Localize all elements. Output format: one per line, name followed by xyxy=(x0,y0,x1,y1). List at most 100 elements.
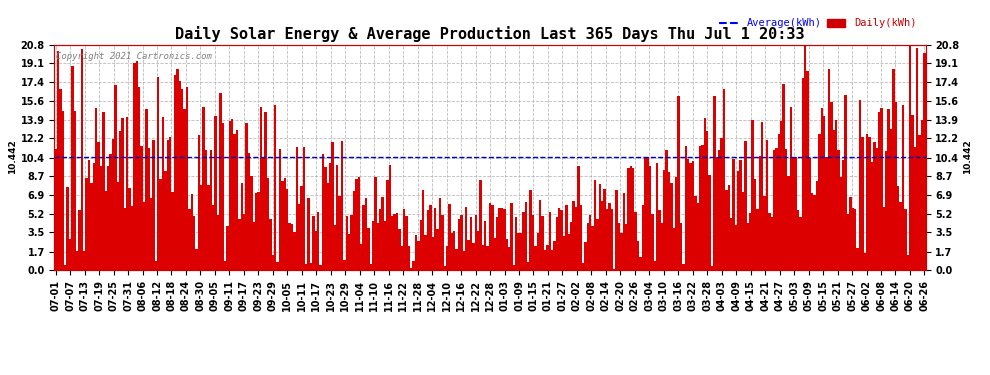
Bar xyxy=(362,206,364,270)
Bar xyxy=(792,157,794,270)
Bar xyxy=(171,192,174,270)
Bar xyxy=(427,210,430,270)
Bar xyxy=(584,242,587,270)
Bar xyxy=(656,163,658,270)
Bar xyxy=(401,246,403,270)
Bar xyxy=(523,211,525,270)
Bar xyxy=(677,96,680,270)
Bar xyxy=(322,154,324,270)
Bar xyxy=(308,198,310,270)
Bar xyxy=(434,208,437,270)
Bar xyxy=(704,118,706,270)
Bar xyxy=(381,197,384,270)
Bar xyxy=(146,109,148,270)
Bar xyxy=(467,240,470,270)
Bar xyxy=(352,191,355,270)
Bar xyxy=(572,201,575,270)
Bar xyxy=(735,225,738,270)
Bar xyxy=(780,121,782,270)
Bar xyxy=(902,105,904,270)
Bar xyxy=(190,194,193,270)
Bar xyxy=(432,237,434,270)
Bar xyxy=(320,266,322,270)
Bar xyxy=(768,213,770,270)
Bar xyxy=(159,178,161,270)
Bar xyxy=(293,232,296,270)
Bar xyxy=(262,157,264,270)
Bar xyxy=(339,196,341,270)
Bar xyxy=(833,130,835,270)
Bar xyxy=(193,216,195,270)
Bar xyxy=(267,178,269,270)
Bar xyxy=(773,150,775,270)
Bar xyxy=(97,142,100,270)
Bar xyxy=(186,87,188,270)
Bar xyxy=(231,119,234,270)
Bar xyxy=(78,210,81,270)
Bar xyxy=(916,48,919,270)
Bar xyxy=(537,233,539,270)
Bar xyxy=(620,232,623,270)
Bar xyxy=(88,160,90,270)
Bar xyxy=(169,136,171,270)
Bar xyxy=(539,200,542,270)
Bar xyxy=(413,261,415,270)
Bar xyxy=(821,108,823,270)
Bar xyxy=(730,218,733,270)
Bar xyxy=(422,190,425,270)
Bar xyxy=(594,180,596,270)
Bar xyxy=(851,209,854,270)
Bar xyxy=(797,210,799,270)
Bar xyxy=(141,146,143,270)
Bar xyxy=(327,183,329,270)
Bar xyxy=(756,209,758,270)
Bar xyxy=(515,217,518,270)
Bar xyxy=(148,148,149,270)
Bar xyxy=(778,134,780,270)
Bar xyxy=(56,51,59,270)
Bar xyxy=(248,153,250,270)
Bar xyxy=(694,196,697,270)
Bar xyxy=(286,189,288,270)
Bar xyxy=(405,216,408,270)
Bar xyxy=(706,131,709,270)
Bar xyxy=(344,260,346,270)
Bar xyxy=(861,137,863,270)
Bar xyxy=(462,251,465,270)
Bar xyxy=(508,247,510,270)
Bar xyxy=(658,210,660,270)
Bar xyxy=(346,216,348,270)
Bar xyxy=(243,214,246,270)
Bar xyxy=(391,216,393,270)
Bar xyxy=(553,241,555,270)
Bar xyxy=(565,205,567,270)
Bar xyxy=(611,209,613,270)
Bar xyxy=(310,262,312,270)
Bar xyxy=(716,157,718,270)
Bar xyxy=(632,168,635,270)
Bar xyxy=(61,111,64,270)
Bar xyxy=(259,107,262,270)
Bar xyxy=(623,194,625,270)
Bar xyxy=(303,147,305,270)
Bar xyxy=(844,95,846,270)
Bar xyxy=(271,255,274,270)
Bar xyxy=(909,45,912,270)
Bar xyxy=(460,214,462,270)
Bar xyxy=(723,89,725,270)
Bar xyxy=(728,185,730,270)
Bar xyxy=(107,166,109,270)
Bar xyxy=(721,138,723,270)
Bar xyxy=(410,267,413,270)
Bar xyxy=(753,179,756,270)
Bar xyxy=(912,116,914,270)
Bar xyxy=(653,261,656,270)
Bar xyxy=(341,141,344,270)
Bar xyxy=(680,222,682,270)
Bar xyxy=(417,241,420,270)
Bar xyxy=(276,262,279,270)
Bar xyxy=(474,215,477,270)
Bar xyxy=(733,159,735,270)
Bar xyxy=(93,163,95,270)
Bar xyxy=(126,117,129,270)
